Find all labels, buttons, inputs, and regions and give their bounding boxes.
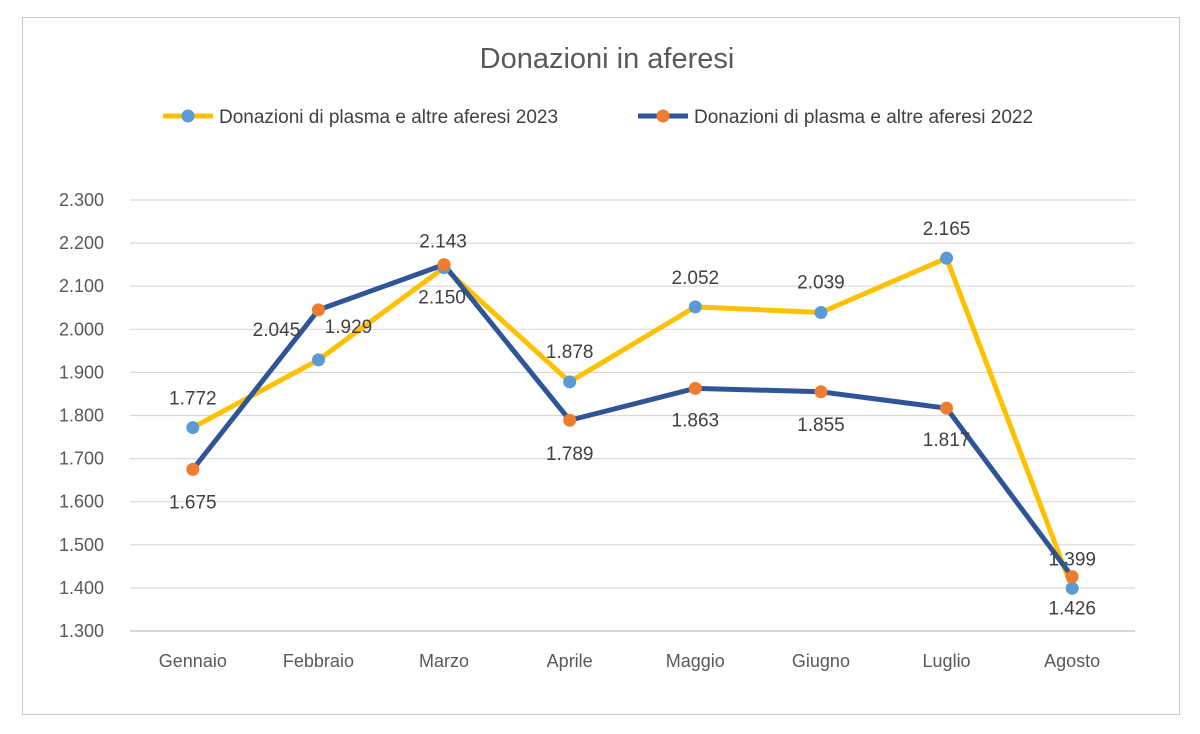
- y-tick-label: 1.600: [59, 492, 104, 512]
- y-axis: 1.300 1.400 1.500 1.600 1.700 1.800 1.900 2.000…: [59, 190, 104, 641]
- data-point: [814, 305, 828, 319]
- data-label: 1.817: [923, 430, 971, 451]
- x-tick-label: Marzo: [419, 651, 469, 671]
- data-label: 1.675: [169, 492, 217, 513]
- chart-title: Donazioni in aferesi: [480, 43, 735, 75]
- x-tick-label: Febbraio: [283, 651, 354, 671]
- data-label: 2.045: [253, 320, 301, 341]
- data-point: [311, 303, 325, 317]
- data-point: [940, 401, 954, 415]
- data-label: 2.150: [418, 288, 466, 309]
- data-point: [1065, 581, 1079, 595]
- data-label: 1.772: [169, 389, 217, 410]
- data-point: [311, 353, 325, 367]
- legend-label-2023: Donazioni di plasma e altre aferesi 2023: [219, 107, 558, 128]
- data-point: [186, 421, 200, 435]
- x-tick-label: Aprile: [547, 651, 593, 671]
- data-point: [186, 462, 200, 476]
- data-label: 1.789: [546, 444, 594, 465]
- data-label: 2.039: [797, 272, 845, 293]
- data-point: [437, 258, 451, 272]
- y-tick-label: 2.200: [59, 233, 104, 253]
- legend-marker-2023: [181, 109, 195, 123]
- data-label: 1.878: [546, 342, 594, 363]
- data-label: 1.855: [797, 415, 845, 436]
- data-point: [563, 375, 577, 389]
- x-axis: Gennaio Febbraio Marzo Aprile Maggio Giugno Lu…: [159, 651, 1100, 671]
- data-point: [563, 413, 577, 427]
- series-markers: [186, 251, 1079, 595]
- series-line-1: [190, 262, 1075, 580]
- x-tick-label: Giugno: [792, 651, 850, 671]
- data-label: 1.863: [672, 410, 720, 431]
- x-tick-label: Maggio: [666, 651, 725, 671]
- data-label: 1.399: [1048, 549, 1096, 570]
- y-tick-label: 2.000: [59, 319, 104, 339]
- data-point: [1065, 570, 1079, 584]
- legend: Donazioni di plasma e altre aferesi 2023…: [163, 107, 1033, 128]
- y-tick-label: 1.500: [59, 535, 104, 555]
- series-lines: [190, 255, 1075, 591]
- y-tick-label: 2.100: [59, 276, 104, 296]
- gridlines: [130, 199, 1135, 632]
- data-label: 2.165: [923, 219, 971, 240]
- x-tick-label: Agosto: [1044, 651, 1100, 671]
- x-tick-label: Luglio: [923, 651, 971, 671]
- y-tick-label: 1.300: [59, 621, 104, 641]
- legend-marker-2022: [656, 109, 670, 123]
- y-tick-label: 1.400: [59, 578, 104, 598]
- data-label: 1.426: [1048, 599, 1096, 620]
- data-label: 2.143: [419, 232, 467, 253]
- x-tick-label: Gennaio: [159, 651, 227, 671]
- data-point: [940, 251, 954, 265]
- y-tick-label: 1.800: [59, 406, 104, 426]
- y-tick-label: 1.700: [59, 449, 104, 469]
- data-point: [688, 381, 702, 395]
- data-labels: 1.772 1.929 2.143 1.878 2.052 2.039 2.165 1.399…: [169, 219, 1096, 620]
- data-label: 1.929: [325, 317, 373, 338]
- y-tick-label: 1.900: [59, 362, 104, 382]
- data-label: 2.052: [672, 268, 720, 289]
- y-tick-label: 2.300: [59, 190, 104, 210]
- legend-label-2022: Donazioni di plasma e altre aferesi 2022: [694, 107, 1033, 128]
- legend-item-2022: Donazioni di plasma e altre aferesi 2022: [638, 107, 1033, 128]
- data-point: [814, 385, 828, 399]
- legend-item-2023: Donazioni di plasma e altre aferesi 2023: [163, 107, 558, 128]
- data-point: [688, 300, 702, 314]
- series-line-0: [190, 255, 1075, 591]
